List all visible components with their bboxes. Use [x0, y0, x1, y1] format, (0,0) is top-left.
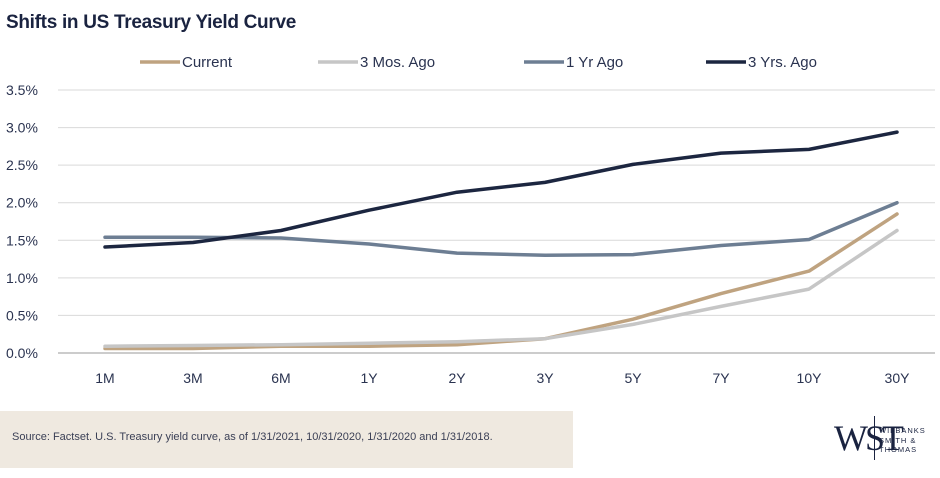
legend-label: 3 Mos. Ago: [360, 54, 435, 71]
y-tick-label: 3.0%: [6, 120, 38, 136]
y-tick-label: 0.5%: [6, 307, 38, 323]
y-tick-label: 3.5%: [6, 82, 38, 98]
source-note: Source: Factset. U.S. Treasury yield cur…: [12, 431, 493, 443]
x-tick-label: 5Y: [624, 370, 642, 386]
series-line: [103, 228, 899, 348]
logo-wordmark: WILBANKS SMITH & THOMAS: [879, 426, 926, 455]
logo-mark: WST: [834, 418, 904, 458]
x-tick-label: 1M: [95, 370, 114, 386]
series-line: [103, 130, 899, 249]
legend-label: Current: [182, 54, 233, 71]
x-tick-label: 3Y: [536, 370, 554, 386]
y-tick-label: 2.5%: [6, 157, 38, 173]
x-tick-label: 2Y: [448, 370, 466, 386]
x-tick-label: 1Y: [360, 370, 378, 386]
y-tick-label: 1.5%: [6, 232, 38, 248]
series-lines: [103, 130, 899, 351]
logo-line: SMITH &: [879, 435, 917, 445]
logo-divider: [874, 416, 875, 460]
x-tick-label: 30Y: [885, 370, 911, 386]
x-tick-label: 3M: [183, 370, 202, 386]
line-chart: Current 3 Mos. Ago 1 Yr Ago 3 Yrs. Ago 0.0%…: [6, 54, 935, 386]
series-line: [103, 200, 899, 258]
legend-label: 3 Yrs. Ago: [748, 54, 817, 71]
legend-label: 1 Yr Ago: [566, 54, 623, 71]
x-tick-label: 6M: [271, 370, 290, 386]
y-axis-labels: 0.0% 0.5% 1.0% 1.5% 2.0% 2.5% 3.0% 3.5%: [6, 82, 38, 361]
logo-line: WILBANKS: [879, 426, 926, 435]
x-tick-label: 10Y: [797, 370, 823, 386]
legend: Current 3 Mos. Ago 1 Yr Ago 3 Yrs. Ago: [140, 54, 817, 71]
logo-line: THOMAS: [879, 445, 918, 454]
series-line: [103, 212, 899, 351]
y-tick-label: 0.0%: [6, 345, 38, 361]
y-tick-label: 1.0%: [6, 270, 38, 286]
y-tick-label: 2.0%: [6, 195, 38, 211]
source-box: Source: Factset. U.S. Treasury yield cur…: [0, 411, 573, 468]
x-axis-labels: 1M 3M 6M 1Y 2Y 3Y 5Y 7Y 10Y 30Y: [95, 370, 910, 386]
gridlines: [58, 89, 935, 354]
company-logo: WST WILBANKS SMITH & THOMAS: [834, 412, 934, 464]
chart-title: Shifts in US Treasury Yield Curve: [6, 12, 296, 33]
x-tick-label: 7Y: [712, 370, 730, 386]
